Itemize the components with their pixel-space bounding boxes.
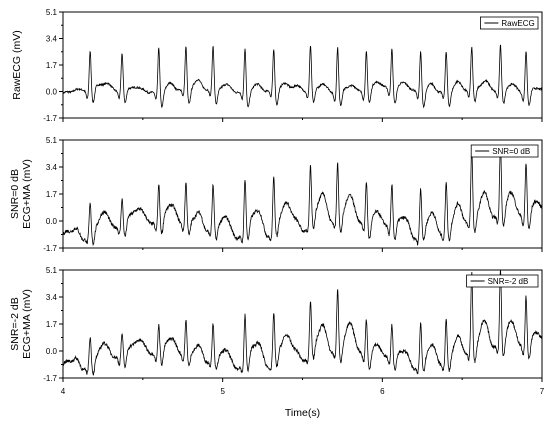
- y-tick-label: 3.4: [46, 293, 58, 302]
- y-tick-label: 0.0: [46, 347, 58, 356]
- x-tick-label: 4: [61, 387, 66, 396]
- legend-label: SNR=0 dB: [492, 147, 530, 156]
- x-tick-label: 6: [380, 387, 385, 396]
- y-tick-label: 5.1: [46, 8, 58, 17]
- y-axis-label: SNR=0 dB: [9, 169, 21, 219]
- legend-label: RawECG: [501, 19, 534, 28]
- x-axis-label: Time(s): [285, 407, 320, 419]
- y-tick-label: 1.7: [46, 320, 58, 329]
- legend-label: SNR=-2 dB: [488, 277, 529, 286]
- x-tick-label: 5: [220, 387, 225, 396]
- y-tick-label: 3.4: [46, 35, 58, 44]
- y-axis-label: SNR=-2 dB: [9, 297, 21, 350]
- y-axis-label: ECG+MA (mV): [21, 159, 33, 229]
- y-tick-label: 1.7: [46, 61, 58, 70]
- legend-box: [479, 16, 539, 30]
- y-axis-label: ECG+MA (mV): [21, 289, 33, 359]
- y-tick-label: 0.0: [46, 217, 58, 226]
- x-tick-label: 7: [540, 387, 545, 396]
- y-tick-label: -1.7: [43, 374, 57, 383]
- y-tick-label: 3.4: [46, 163, 58, 172]
- y-tick-label: -1.7: [43, 244, 57, 253]
- series-line: [62, 270, 543, 376]
- y-tick-label: 1.7: [46, 190, 58, 199]
- y-tick-label: -1.7: [43, 114, 57, 123]
- y-tick-label: 5.1: [46, 266, 58, 275]
- series-line: [62, 145, 543, 247]
- plot-frame: [62, 11, 543, 119]
- y-tick-label: 5.1: [46, 136, 58, 145]
- panel-1: -1.7 0.0 1.7 3.4 5.1 RawECG (mV) RawECG: [11, 8, 543, 123]
- legend-box: [466, 274, 539, 288]
- y-axis-label: RawECG (mV): [11, 30, 23, 99]
- legend-box: [470, 144, 539, 158]
- series-line: [62, 44, 543, 109]
- y-tick-label: 0.0: [46, 88, 58, 97]
